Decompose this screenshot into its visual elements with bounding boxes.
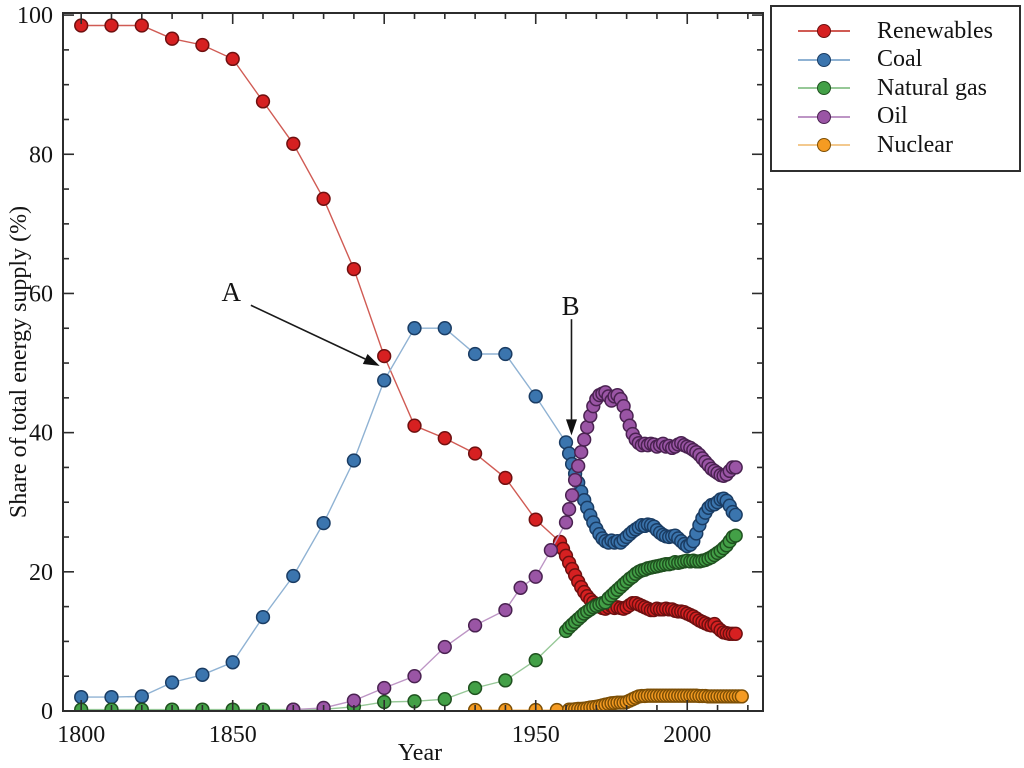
legend: Renewables Coal Natural gas Oil Nuclear bbox=[770, 5, 1021, 172]
y-tick-label-40: 40 bbox=[29, 421, 53, 447]
x-tick-label-1850: 1850 bbox=[209, 722, 257, 748]
nuclear-marker-icon bbox=[798, 138, 850, 153]
coal-marker-icon bbox=[798, 52, 850, 67]
annotation-A-label: A bbox=[221, 277, 241, 307]
y-tick-label-80: 80 bbox=[29, 142, 53, 168]
annotation-B-label: B bbox=[562, 291, 580, 321]
legend-entry-oil: Oil bbox=[798, 103, 1019, 132]
series-natural-gas bbox=[74, 528, 743, 711]
plot-frame bbox=[62, 12, 764, 712]
annotation-A-arrowhead-icon bbox=[362, 354, 380, 366]
data-series-layer bbox=[74, 18, 749, 711]
x-tick-label-2000: 2000 bbox=[663, 722, 711, 748]
legend-label-nuclear: Nuclear bbox=[877, 131, 953, 158]
series-renewables bbox=[74, 18, 743, 641]
x-axis-title: Year bbox=[398, 740, 442, 766]
axes-layer: 1800 1850 1950 2000 0 20 40 60 80 100 bbox=[17, 3, 764, 748]
legend-entry-nuclear: Nuclear bbox=[798, 131, 1019, 160]
series-oil bbox=[286, 385, 743, 711]
annotation-A-arrow bbox=[250, 304, 366, 360]
y-tick-label-60: 60 bbox=[29, 282, 53, 308]
y-tick-label-0: 0 bbox=[41, 699, 53, 725]
legend-label-oil: Oil bbox=[877, 103, 908, 130]
oil-marker-icon bbox=[798, 109, 850, 124]
renewables-marker-icon bbox=[798, 24, 850, 39]
legend-entry-coal: Coal bbox=[798, 46, 1019, 75]
series-nuclear bbox=[467, 688, 749, 711]
y-axis-title: Share of total energy supply (%) bbox=[6, 206, 32, 518]
legend-entry-renewables: Renewables bbox=[798, 17, 1019, 46]
y-tick-label-100: 100 bbox=[17, 3, 53, 29]
legend-label-natural-gas: Natural gas bbox=[877, 74, 987, 101]
annotation-B-arrowhead-icon bbox=[565, 419, 577, 436]
series-coal bbox=[74, 321, 743, 705]
legend-label-renewables: Renewables bbox=[877, 17, 993, 44]
x-tick-label-1950: 1950 bbox=[512, 722, 560, 748]
legend-entry-natural-gas: Natural gas bbox=[798, 74, 1019, 103]
natural-gas-marker-icon bbox=[798, 81, 850, 96]
y-tick-label-20: 20 bbox=[29, 560, 53, 586]
legend-label-coal: Coal bbox=[877, 46, 923, 73]
x-tick-label-1800: 1800 bbox=[57, 722, 105, 748]
